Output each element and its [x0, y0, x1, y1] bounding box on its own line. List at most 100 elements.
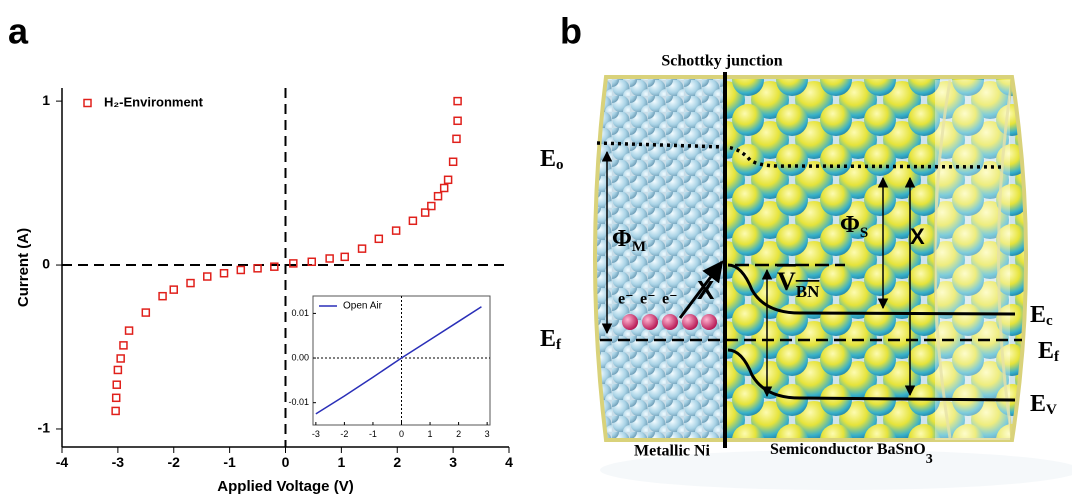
- label-sub: f: [1054, 349, 1060, 365]
- x-tick-label: 3: [485, 429, 490, 439]
- legend-label: Open Air: [343, 301, 383, 312]
- x-tick-label: -3: [312, 429, 320, 439]
- electron-arrow: [678, 260, 724, 319]
- data-point: [443, 175, 453, 185]
- schottky-diagram: Schottky junction Eo ΦM ΦS Ef Ec Ef EV V…: [540, 53, 1072, 490]
- y-tick-label: -1: [38, 420, 51, 436]
- main-chart: -4 -3 -2 -1 0 1 2 3 4 -1 0 1 Applied Voltage (V) Curr…: [15, 88, 513, 495]
- label-sub: f: [556, 337, 562, 353]
- label-base: Φ: [612, 226, 632, 252]
- electrons: [622, 314, 717, 330]
- data-point: [374, 234, 384, 244]
- energy-label: VBN: [777, 267, 820, 301]
- data-point: [289, 259, 298, 268]
- data-line: [315, 306, 482, 415]
- legend-marker: [83, 98, 92, 108]
- x-axis-label: Applied Voltage (V): [217, 478, 353, 495]
- x-tick-label: -2: [340, 429, 348, 439]
- data-point: [452, 134, 461, 144]
- electron-label: e⁻: [618, 291, 634, 308]
- data-point: [340, 252, 349, 262]
- data-point: [325, 254, 334, 263]
- label-base: Semiconductor BaSnO: [770, 441, 926, 458]
- y-tick-label: -0.01: [288, 397, 309, 407]
- cylinder-outline: [593, 75, 1028, 442]
- iv-chart: -4 -3 -2 -1 0 1 2 3 4 -1 0 1 Applied Voltage (V) Curr…: [15, 88, 513, 495]
- y-axis-label: Current (A): [15, 228, 32, 307]
- label-base: E: [540, 146, 556, 172]
- cross-mark: X: [697, 275, 715, 305]
- label-base: V: [777, 267, 796, 296]
- data-point: [113, 365, 123, 375]
- x-tick-label: 0: [282, 454, 290, 470]
- x-tick-label: 0: [399, 429, 404, 439]
- x-tick-label: 2: [456, 429, 461, 439]
- y-tick-label: 1: [42, 92, 50, 108]
- x-tick-label: 3: [449, 454, 457, 470]
- label-base: E: [540, 326, 556, 352]
- data-point: [158, 291, 167, 301]
- label-sub: S: [860, 225, 868, 241]
- data-point: [203, 272, 212, 281]
- label-base: E: [1030, 391, 1046, 417]
- panel-label: a: [8, 11, 29, 52]
- electron: [701, 314, 717, 330]
- data-point: [391, 226, 401, 235]
- conduction-band: [727, 263, 1016, 316]
- data-point: [116, 354, 125, 363]
- energy-label: Ef: [1038, 338, 1060, 366]
- data-point: [253, 264, 262, 273]
- data-point: [112, 380, 122, 389]
- data-point: [124, 326, 134, 335]
- metal-label: Metallic Ni: [634, 443, 711, 460]
- inset-chart: -3 -2 -1 0 1 2 3 -0.01 0.00 0.01 Open Air: [288, 295, 491, 439]
- data-point: [186, 278, 195, 288]
- semiconductor-label: Semiconductor BaSnO3: [770, 441, 933, 468]
- energy-label: EV: [1030, 391, 1057, 419]
- legend-label: H₂-Environment: [104, 94, 204, 109]
- data-point: [111, 393, 121, 403]
- label-sub: o: [556, 157, 564, 173]
- data-point: [169, 285, 178, 294]
- electron-label: e⁻: [662, 291, 678, 308]
- electron: [622, 314, 638, 330]
- label-sub: c: [1046, 313, 1053, 329]
- x-tick-label: 2: [393, 454, 401, 470]
- y-tick-label: 0: [42, 256, 50, 272]
- x-tick-label: -1: [223, 454, 236, 470]
- data-point: [439, 183, 449, 193]
- data-point: [236, 265, 246, 275]
- label-base: E: [1030, 302, 1046, 328]
- data-point: [427, 201, 436, 211]
- y-tick-label: 0.01: [291, 308, 309, 318]
- data-point: [408, 216, 418, 226]
- x-tick-label: -3: [112, 454, 125, 470]
- label-base: Φ: [840, 212, 860, 238]
- diagram-title: Schottky junction: [661, 53, 782, 70]
- data-point: [219, 268, 229, 278]
- energy-label: Ec: [1030, 302, 1053, 330]
- data-point: [307, 257, 317, 267]
- cylinder-edge: [933, 79, 952, 439]
- label-sub: M: [632, 239, 646, 255]
- data-point: [357, 244, 367, 253]
- energy-label: ΦM: [612, 226, 646, 256]
- electron: [642, 314, 658, 330]
- data-point: [420, 208, 430, 217]
- data-point: [270, 262, 279, 271]
- cylinder-edge: [997, 79, 1014, 439]
- shadow: [600, 450, 1072, 490]
- vacuum-level: [596, 141, 1006, 169]
- electron-label: e⁻: [640, 291, 656, 308]
- electron: [682, 314, 698, 330]
- electron: [662, 314, 678, 330]
- data-point: [448, 157, 458, 167]
- label-sub: 3: [926, 452, 933, 467]
- x-tick-label: -4: [56, 454, 69, 470]
- data-point: [453, 96, 462, 106]
- valence-band: [727, 348, 1016, 402]
- label-base: E: [1038, 338, 1054, 364]
- data-point: [119, 341, 128, 350]
- energy-label: Eo: [540, 146, 564, 174]
